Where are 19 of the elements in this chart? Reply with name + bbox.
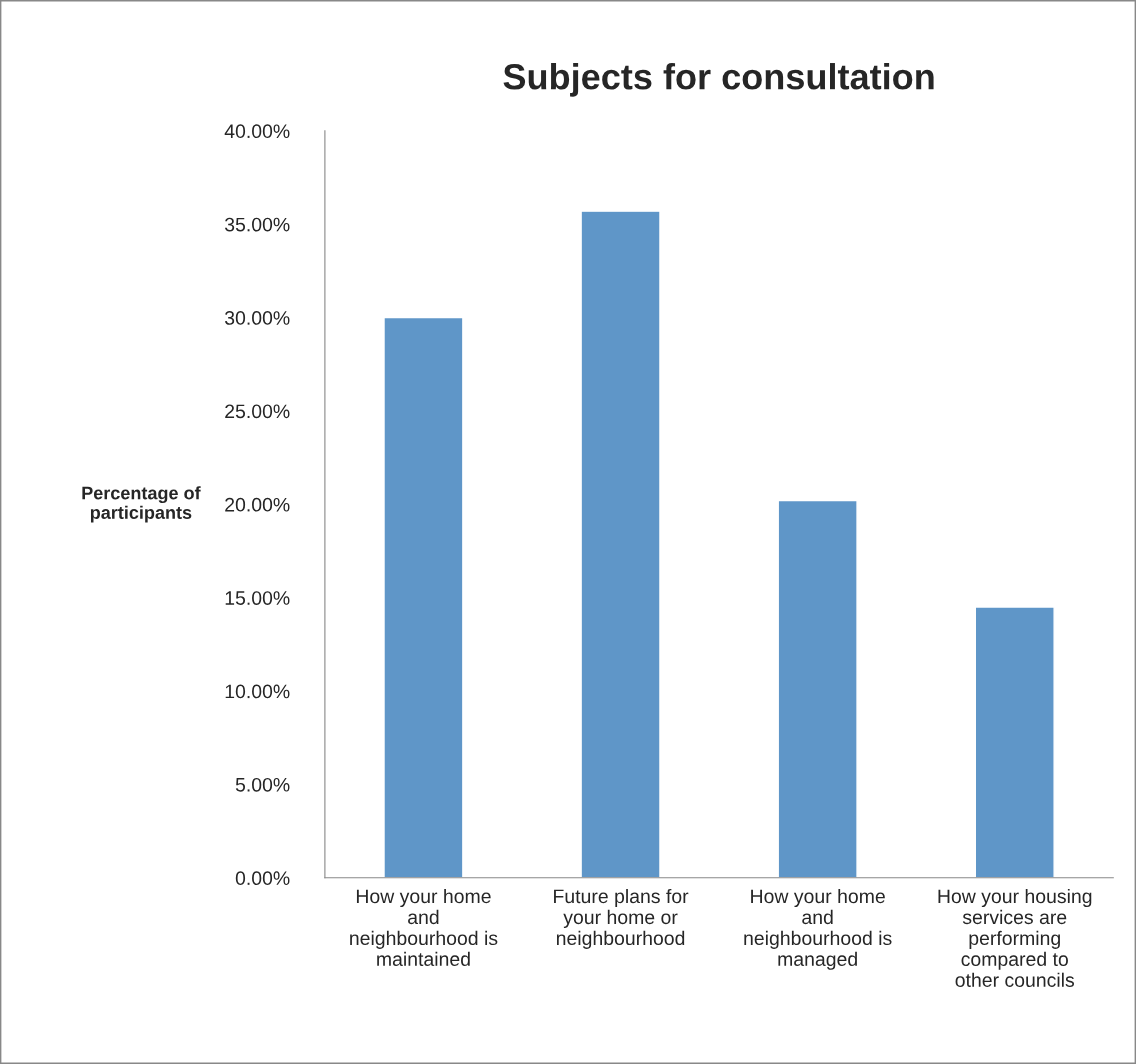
y-tick-label: 0.00% (235, 871, 290, 886)
x-tick-label: How your home and neighbourhood is managed (744, 888, 892, 970)
y-tick-label: 5.00% (235, 777, 290, 792)
bar (383, 316, 464, 878)
bar (777, 499, 858, 878)
y-tick-label: 25.00% (225, 404, 290, 419)
y-tick-label: 40.00% (224, 124, 290, 139)
y-tick-label: 15.00% (225, 591, 290, 605)
y-tick-label: 35.00% (224, 217, 290, 232)
bar (974, 606, 1055, 878)
chart-title: Subjects for consultation (503, 63, 934, 97)
y-tick-label: 20.00% (225, 497, 290, 512)
y-tick-label: 30.00% (224, 311, 290, 325)
x-tick-label: How your home and neighbourhood is maintained (350, 888, 498, 967)
y-axis-title: Percentage of participants (82, 486, 201, 523)
x-tick-label: Future plans for your home or neighbourhood (554, 888, 689, 949)
bar (580, 210, 661, 878)
y-tick-label: 10.00% (225, 684, 290, 699)
x-tick-label: How your housing services are performing compared to other councils (938, 888, 1092, 987)
